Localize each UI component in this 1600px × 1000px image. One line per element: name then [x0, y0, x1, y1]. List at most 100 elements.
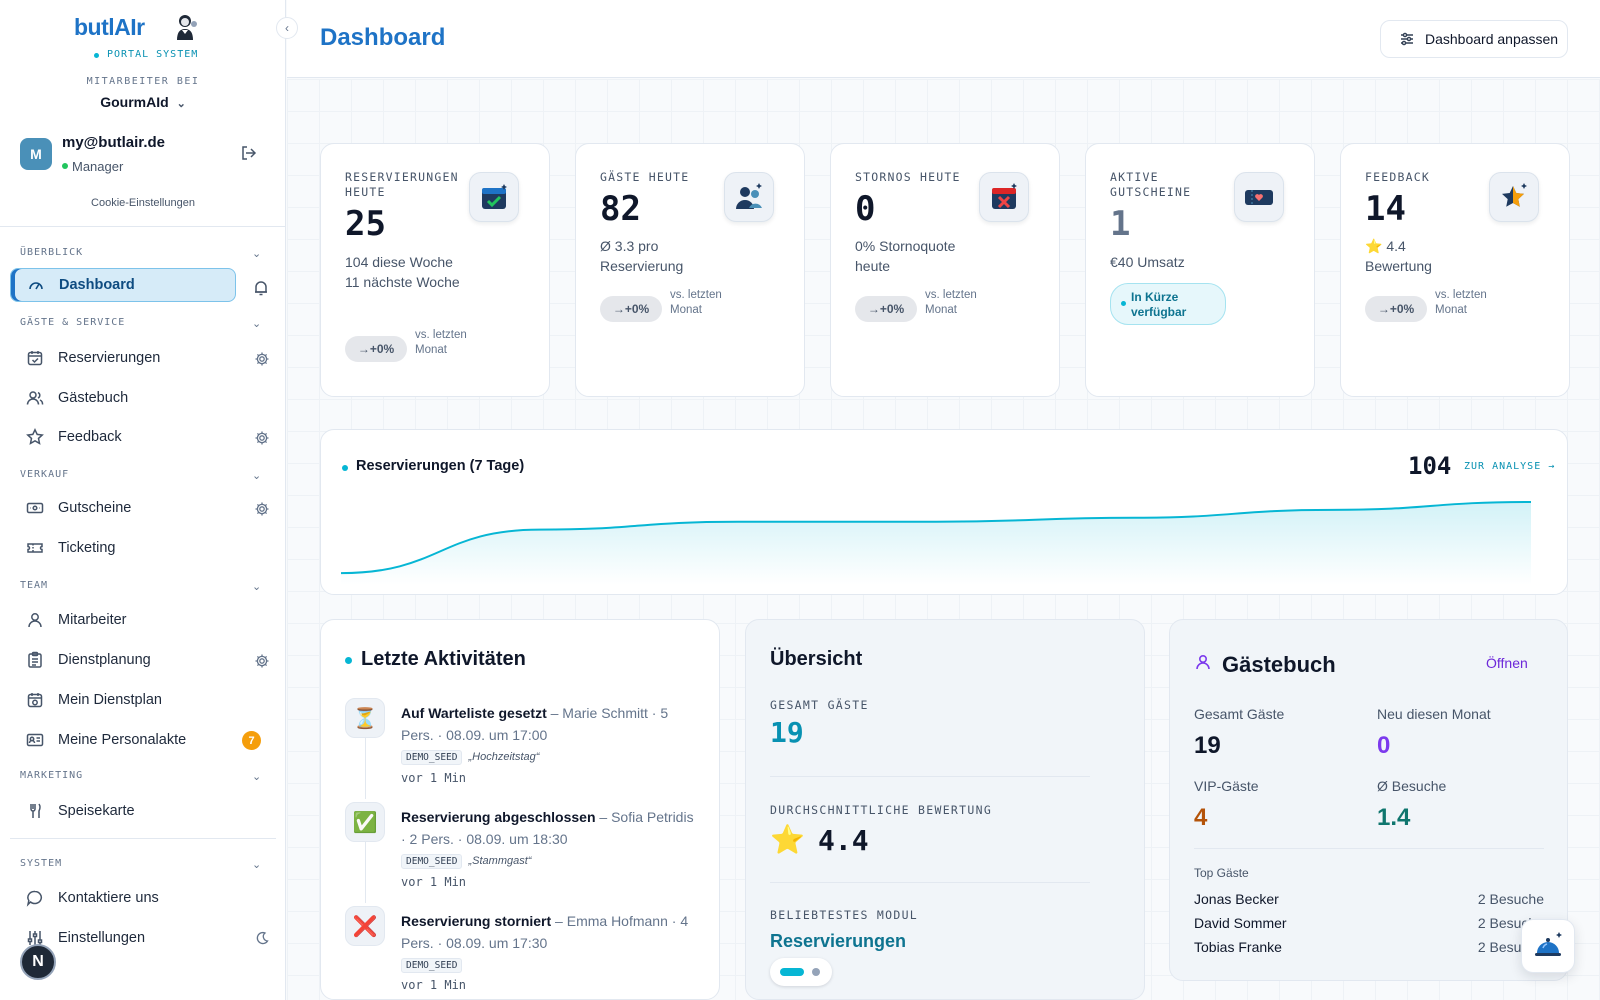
guest-name: David Sommer: [1194, 915, 1287, 931]
chevron-down-icon[interactable]: ⌄: [252, 318, 262, 330]
gear-icon[interactable]: [254, 351, 270, 367]
activity-note: „Hochzeitstag“: [468, 751, 540, 763]
activity-meta: DEMO_SEED „Hochzeitstag“: [401, 750, 539, 765]
cross-icon: ❌: [345, 906, 385, 946]
gear-icon[interactable]: [254, 501, 270, 517]
chevron-down-icon[interactable]: ⌄: [252, 859, 262, 871]
top-header: Dashboard Dashboard anpassen: [287, 0, 1600, 78]
activity-item[interactable]: Reservierung abgeschlossen – Sofia Petri…: [401, 806, 701, 850]
top-guests-label: Top Gäste: [1194, 866, 1249, 880]
rating-value: 4.4: [1386, 238, 1406, 254]
list-item[interactable]: Tobias Franke 2 Besuche: [1194, 939, 1544, 955]
activity-detail: – Sofia Petridis · 2 Pers. · 08.09. um 1…: [401, 809, 694, 847]
kpi-card-reservations[interactable]: RESERVIERUNGEN HEUTE 25 104 diese Woche …: [320, 143, 550, 397]
kpi-card-guests[interactable]: GÄSTE HEUTE 82 Ø 3.3 pro Reservierung →+…: [575, 143, 805, 397]
service-bell-button[interactable]: [1521, 919, 1575, 973]
sidebar-item-vouchers[interactable]: Gutscheine: [10, 491, 236, 525]
page-title: Dashboard: [320, 24, 446, 51]
sliders-icon: [27, 931, 43, 945]
activity-title: Reservierung abgeschlossen: [401, 809, 596, 825]
open-guestbook-link[interactable]: Öffnen: [1486, 655, 1528, 671]
section-system[interactable]: SYSTEM: [20, 858, 63, 869]
pager-dot[interactable]: [812, 968, 820, 976]
list-item[interactable]: David Sommer 2 Besuche: [1194, 915, 1544, 931]
chat-bubble-icon: [26, 890, 43, 907]
cookie-settings-link[interactable]: Cookie-Einstellungen: [91, 197, 195, 209]
sidebar-item-dashboard[interactable]: Dashboard: [10, 268, 236, 302]
activity-time: vor 1 Min: [401, 978, 467, 992]
top-module-label: BELIEBTESTES MODUL: [770, 908, 919, 922]
list-item[interactable]: Jonas Becker 2 Besuche: [1194, 891, 1544, 907]
kpi-value: 0: [855, 189, 876, 229]
demo-tag: DEMO_SEED: [401, 750, 463, 765]
pager-dot-active[interactable]: [780, 968, 804, 976]
avg-rating-label: DURCHSCHNITTLICHE BEWERTUNG: [770, 803, 993, 817]
card-indicator-dot: [345, 657, 352, 664]
section-overview[interactable]: ÜBERBLICK: [20, 247, 84, 258]
sidebar-item-label: Einstellungen: [58, 930, 146, 946]
kpi-value: 25: [345, 204, 386, 244]
divider: [1194, 848, 1544, 849]
section-guests[interactable]: GÄSTE & SERVICE: [20, 317, 126, 328]
sidebar-item-employees[interactable]: Mitarbeiter: [10, 603, 236, 637]
gear-icon[interactable]: [254, 430, 270, 446]
bell-icon[interactable]: [252, 279, 270, 297]
kpi-label: RESERVIERUNGEN HEUTE: [345, 170, 459, 199]
sidebar-item-contact[interactable]: Kontaktiere uns: [10, 881, 236, 915]
logout-icon[interactable]: [240, 144, 258, 162]
user-icon: [28, 613, 42, 628]
brand-logo[interactable]: butlAIr: [74, 14, 145, 40]
sidebar-item-my-file[interactable]: Meine Personalakte: [10, 723, 236, 757]
sidebar-item-reservations[interactable]: Reservierungen: [10, 341, 236, 375]
total-guests-label: GESAMT GÄSTE: [770, 698, 869, 712]
chevron-down-icon[interactable]: ⌄: [252, 248, 262, 260]
overview-card: Übersicht GESAMT GÄSTE 19 DURCHSCHNITTLI…: [745, 619, 1145, 1000]
sliders-icon: [1401, 32, 1413, 46]
kpi-value: 82: [600, 189, 641, 229]
analysis-link[interactable]: ZUR ANALYSE →: [1464, 461, 1556, 472]
collapse-sidebar-button[interactable]: ‹: [276, 17, 298, 39]
timeline-line: [365, 823, 366, 903]
status-dot: [1121, 301, 1126, 306]
sidebar-item-feedback[interactable]: Feedback: [10, 420, 236, 454]
section-marketing[interactable]: MARKETING: [20, 770, 84, 781]
new-this-month-label: Neu diesen Monat: [1377, 706, 1491, 722]
activity-note: „Stammgast“: [468, 855, 532, 867]
carousel-pager[interactable]: [770, 958, 832, 986]
sidebar-item-menu[interactable]: Speisekarte: [10, 794, 236, 828]
timeline-line: [365, 719, 366, 799]
sidebar-item-guestbook[interactable]: Gästebuch: [10, 381, 236, 415]
top-module-value[interactable]: Reservierungen: [770, 931, 907, 951]
sidebar-item-settings[interactable]: Einstellungen: [10, 921, 236, 955]
chevron-down-icon[interactable]: ⌄: [252, 771, 262, 783]
guestbook-card: Gästebuch Öffnen Gesamt Gäste 19 Neu die…: [1169, 619, 1568, 981]
sidebar-item-label: Reservierungen: [58, 350, 161, 366]
reservations-chart-card: Reservierungen (7 Tage) 104 ZUR ANALYSE …: [320, 429, 1568, 595]
customize-dashboard-button[interactable]: Dashboard anpassen: [1380, 20, 1568, 58]
kpi-label: FEEDBACK: [1365, 170, 1430, 184]
user-menu-avatar[interactable]: N: [20, 944, 56, 980]
avatar[interactable]: M: [20, 138, 52, 170]
chevron-down-icon: ⌄: [176, 98, 186, 110]
kpi-card-feedback[interactable]: FEEDBACK 14 ⭐ 4.4 Bewertung →+0% vs. let…: [1340, 143, 1570, 397]
section-team[interactable]: TEAM: [20, 580, 49, 591]
customize-label: Dashboard anpassen: [1425, 31, 1559, 47]
kpi-value: 1: [1110, 204, 1131, 244]
employer-selector[interactable]: GourmAId ⌄: [0, 94, 286, 110]
portal-label: PORTAL SYSTEM: [107, 49, 199, 60]
gear-icon[interactable]: [254, 653, 270, 669]
chevron-down-icon[interactable]: ⌄: [252, 470, 262, 482]
section-sales[interactable]: VERKAUF: [20, 469, 70, 480]
sidebar-item-my-schedule[interactable]: Mein Dienstplan: [10, 683, 236, 717]
sidebar-item-label: Mitarbeiter: [58, 612, 127, 628]
activity-item[interactable]: Auf Warteliste gesetzt – Marie Schmitt ·…: [401, 702, 701, 746]
chevron-down-icon[interactable]: ⌄: [252, 581, 262, 593]
activity-item[interactable]: Reservierung storniert – Emma Hofmann · …: [401, 910, 701, 954]
theme-toggle-icon[interactable]: [254, 930, 270, 946]
voucher-heart-icon: [1234, 172, 1284, 222]
kpi-card-cancellations[interactable]: STORNOS HEUTE 0 0% Stornoquote heute →+0…: [830, 143, 1060, 397]
sidebar-item-shift-planning[interactable]: Dienstplanung: [10, 643, 236, 677]
kpi-card-vouchers[interactable]: AKTIVE GUTSCHEINE 1 €40 Umsatz In Kürze …: [1085, 143, 1315, 397]
sidebar-item-ticketing[interactable]: Ticketing: [10, 531, 236, 565]
sidebar-item-label: Kontaktiere uns: [58, 890, 159, 906]
